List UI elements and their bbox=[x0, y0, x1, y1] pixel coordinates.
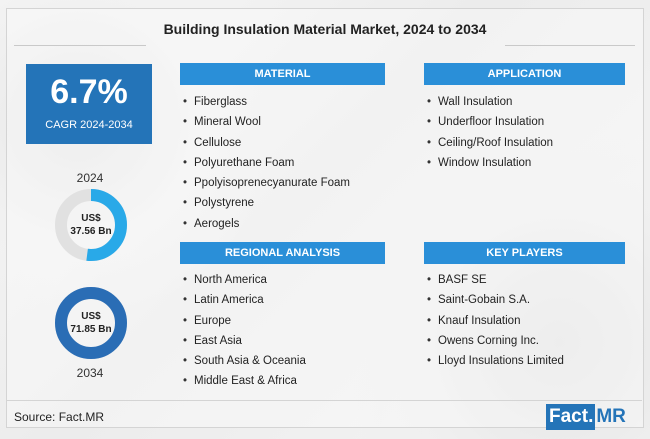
list-item: Aerogels bbox=[180, 214, 385, 235]
title-rule-right bbox=[505, 45, 635, 46]
start-currency: US$ bbox=[81, 213, 101, 224]
logo-part-1: Fact. bbox=[546, 404, 596, 430]
list-item: Ceiling/Roof Insulation bbox=[424, 133, 625, 154]
list-item: Middle East & Africa bbox=[180, 371, 385, 392]
panel-players-heading: KEY PLAYERS bbox=[424, 242, 625, 264]
list-item: Polyurethane Foam bbox=[180, 153, 385, 174]
panel-application: APPLICATION Wall Insulation Underfloor I… bbox=[424, 63, 625, 173]
panel-key-players: KEY PLAYERS BASF SE Saint-Gobain S.A. Kn… bbox=[424, 242, 625, 372]
panel-material: MATERIAL Fiberglass Mineral Wool Cellulo… bbox=[180, 63, 385, 234]
cagr-value: 6.7% bbox=[50, 73, 128, 111]
end-amount: 71.85 Bn bbox=[70, 324, 112, 335]
panel-application-heading: APPLICATION bbox=[424, 63, 625, 85]
panel-material-heading: MATERIAL bbox=[180, 63, 385, 85]
page-title: Building Insulation Material Market, 202… bbox=[163, 21, 487, 37]
list-item: North America bbox=[180, 270, 385, 291]
end-value-label: US$ 71.85 Bn bbox=[61, 310, 121, 336]
source-note: Source: Fact.MR bbox=[14, 410, 105, 424]
end-year: 2034 bbox=[76, 366, 104, 380]
title-rule-left bbox=[14, 45, 146, 46]
list-item: Europe bbox=[180, 311, 385, 332]
list-item: East Asia bbox=[180, 331, 385, 352]
list-item: Cellulose bbox=[180, 133, 385, 154]
list-item: South Asia & Oceania bbox=[180, 351, 385, 372]
start-year: 2024 bbox=[76, 171, 104, 185]
list-item: Latin America bbox=[180, 290, 385, 311]
list-item: Polystyrene bbox=[180, 193, 385, 214]
list-item: Ppolyisoprenecyanurate Foam bbox=[180, 173, 385, 194]
start-value-label: US$ 37.56 Bn bbox=[61, 212, 121, 238]
end-donut-ring bbox=[55, 287, 127, 359]
list-item: BASF SE bbox=[424, 270, 625, 291]
start-value-donut bbox=[55, 189, 127, 261]
footer-rule bbox=[6, 400, 642, 401]
list-item: Underfloor Insulation bbox=[424, 112, 625, 133]
logo-part-2: MR bbox=[596, 406, 626, 427]
panel-regional-heading: REGIONAL ANALYSIS bbox=[180, 242, 385, 264]
list-item: Lloyd Insulations Limited bbox=[424, 351, 625, 372]
list-item: Window Insulation bbox=[424, 153, 625, 174]
start-amount: 37.56 Bn bbox=[70, 226, 112, 237]
list-item: Mineral Wool bbox=[180, 112, 385, 133]
cagr-box: 6.7% CAGR 2024-2034 bbox=[26, 64, 152, 144]
end-currency: US$ bbox=[81, 311, 101, 322]
cagr-label: CAGR 2024-2034 bbox=[45, 119, 133, 131]
end-value-donut bbox=[55, 287, 127, 359]
list-item: Knauf Insulation bbox=[424, 311, 625, 332]
list-item: Fiberglass bbox=[180, 92, 385, 113]
panel-regional-analysis: REGIONAL ANALYSIS North America Latin Am… bbox=[180, 242, 385, 392]
list-item: Saint-Gobain S.A. bbox=[424, 290, 625, 311]
list-item: Wall Insulation bbox=[424, 92, 625, 113]
list-item: Owens Corning Inc. bbox=[424, 331, 625, 352]
start-donut-ring bbox=[55, 189, 127, 261]
fact-mr-logo: Fact. MR bbox=[546, 404, 626, 430]
